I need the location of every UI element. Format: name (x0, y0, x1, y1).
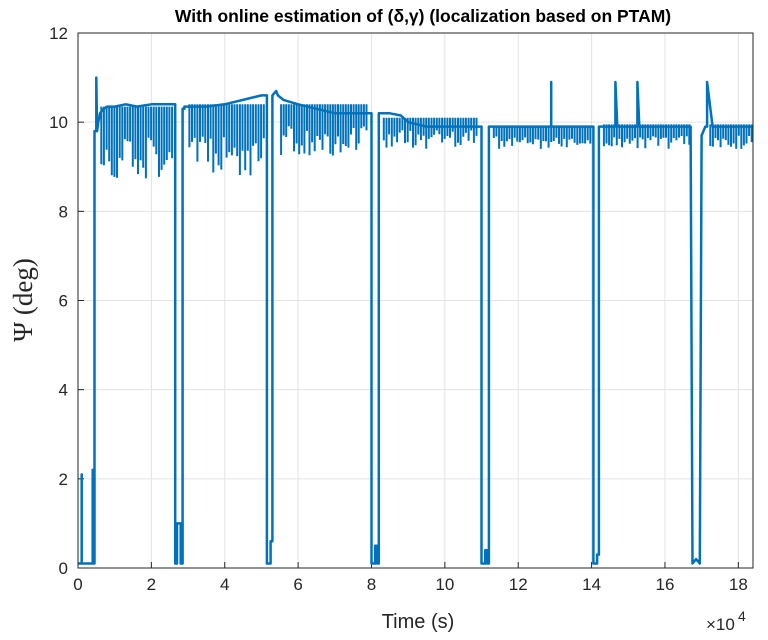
oscillation-band (492, 126, 592, 149)
y-tick-label: 4 (59, 381, 68, 400)
oscillation-band (188, 104, 265, 176)
plot-frame (77, 32, 754, 569)
y-tick-label: 12 (49, 24, 68, 43)
x-tick-label: 12 (509, 575, 528, 594)
x-tick-label: 4 (220, 575, 229, 594)
y-tick-label: 2 (59, 470, 68, 489)
x-axis-label: Time (s) (382, 611, 455, 633)
x-tick-labels: 0 2 4 6 8 10 12 14 16 18 (73, 575, 748, 594)
x-tick-label: 10 (435, 575, 454, 594)
x-tick-label: 6 (293, 575, 302, 594)
x-tick-label: 2 (147, 575, 156, 594)
oscillation-band (709, 124, 753, 149)
oscillation-band (100, 106, 174, 179)
x-tick-label: 8 (367, 575, 376, 594)
series-line-group (78, 76, 753, 565)
y-axis-label: Ψ (deg) (8, 258, 38, 342)
x-tick-label: 18 (729, 575, 748, 594)
y-tick-label: 8 (59, 202, 68, 221)
y-tick-label: 10 (49, 113, 68, 132)
y-tick-label: 6 (59, 292, 68, 311)
x-tick-label: 0 (73, 575, 82, 594)
y-tick-labels: 0 2 4 6 8 10 12 (49, 24, 68, 578)
chart-title: With online estimation of (δ,γ) (localiz… (175, 6, 671, 26)
oscillation-band (602, 124, 691, 149)
y-tick-label: 0 (59, 559, 68, 578)
x-axis-multiplier-exponent: 4 (738, 608, 746, 624)
x-tick-label: 14 (582, 575, 601, 594)
x-tick-label: 16 (655, 575, 674, 594)
oscillation-band (280, 104, 368, 156)
x-axis-multiplier: ×10 (706, 615, 735, 634)
series-line (78, 76, 753, 565)
